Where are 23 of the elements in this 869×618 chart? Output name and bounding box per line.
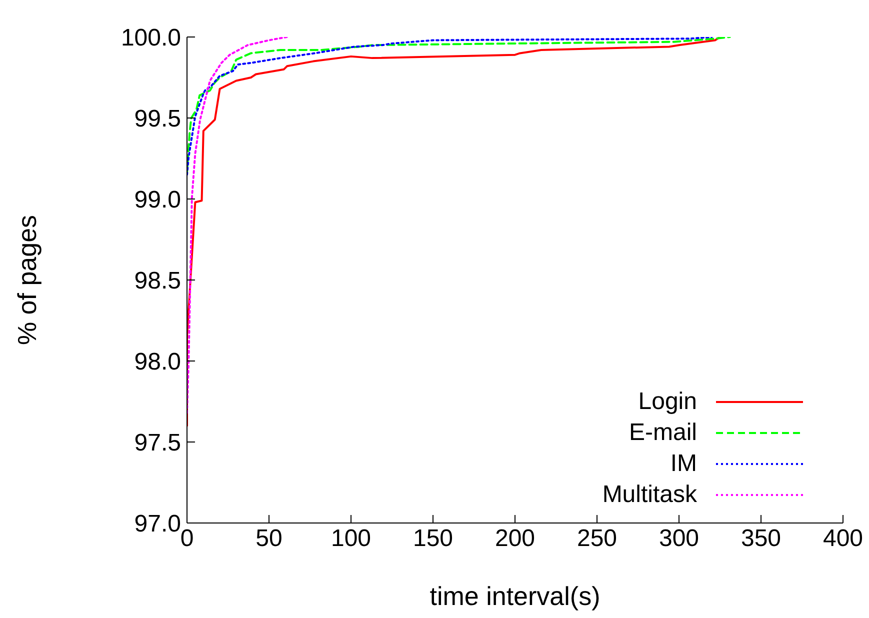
legend-label: Multitask [602,480,697,508]
x-tick-label: 250 [576,525,618,552]
y-tick-label: 97.0 [134,510,181,538]
legend-label: E-mail [628,418,697,446]
x-tick-label: 150 [412,525,454,552]
x-axis-title: time interval(s) [430,581,600,611]
x-tick-label: 200 [494,525,536,552]
y-tick-label: 99.0 [134,186,181,214]
x-tick-label: 300 [658,525,700,552]
x-tick-label: 50 [256,525,282,552]
y-axis-title: % of pages [12,214,42,346]
x-tick-label: 350 [740,525,782,552]
y-tick-label: 100.0 [120,24,181,52]
x-tick-label: 0 [180,525,194,552]
y-tick-label: 98.0 [134,348,181,376]
x-tick-label: 100 [330,525,372,552]
y-tick-label: 99.5 [134,106,181,133]
x-tick-label: 400 [822,525,864,552]
y-tick-label: 98.5 [134,268,181,295]
legend-label: IM [670,450,697,478]
legend-label: Login [638,388,697,416]
y-tick-label: 97.5 [134,430,181,457]
line-series [187,37,288,414]
